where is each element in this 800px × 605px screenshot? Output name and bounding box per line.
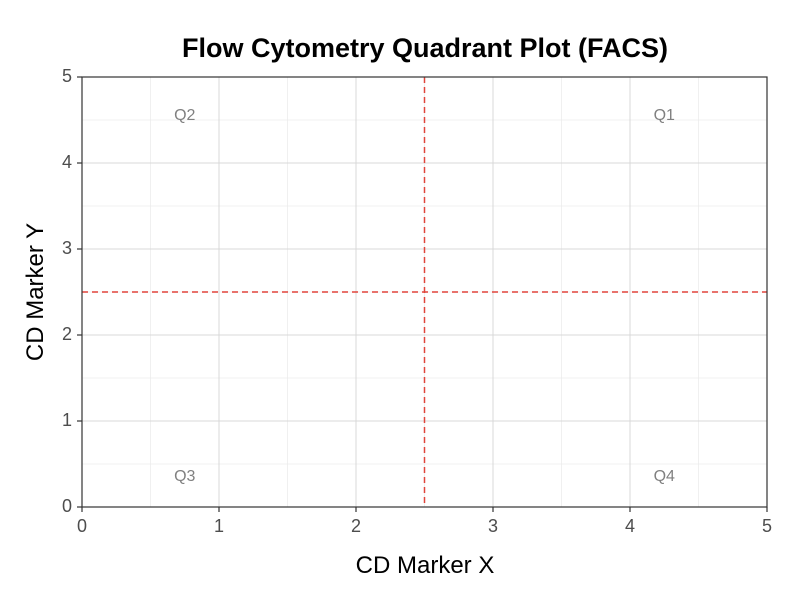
chart-title: Flow Cytometry Quadrant Plot (FACS) [182,33,668,63]
quadrant-thresholds [82,77,767,507]
y-tick-label: 0 [62,496,72,516]
axes: 0 1 2 3 4 5 0 1 2 3 4 5 [62,66,772,536]
x-tick-label: 0 [77,516,87,536]
y-tick-label: 5 [62,66,72,86]
y-axis-label: CD Marker Y [22,223,49,361]
x-axis-label: CD Marker X [356,552,495,579]
quadrant-label-q3: Q3 [174,468,195,485]
x-tick-label: 5 [762,516,772,536]
x-tick-label: 3 [488,516,498,536]
y-tick-label: 2 [62,324,72,344]
x-tick-label: 4 [625,516,635,536]
y-tick-label: 3 [62,238,72,258]
y-tick-label: 1 [62,410,72,430]
quadrant-label-q4: Q4 [654,468,675,485]
x-tick-label: 2 [351,516,361,536]
plot-border [81,76,768,508]
quadrant-labels: Q2 Q1 Q3 Q4 [174,107,675,485]
quadrant-label-q1: Q1 [654,107,675,124]
y-tick-label: 4 [62,152,72,172]
x-tick-label: 1 [214,516,224,536]
quadrant-label-q2: Q2 [174,107,195,124]
